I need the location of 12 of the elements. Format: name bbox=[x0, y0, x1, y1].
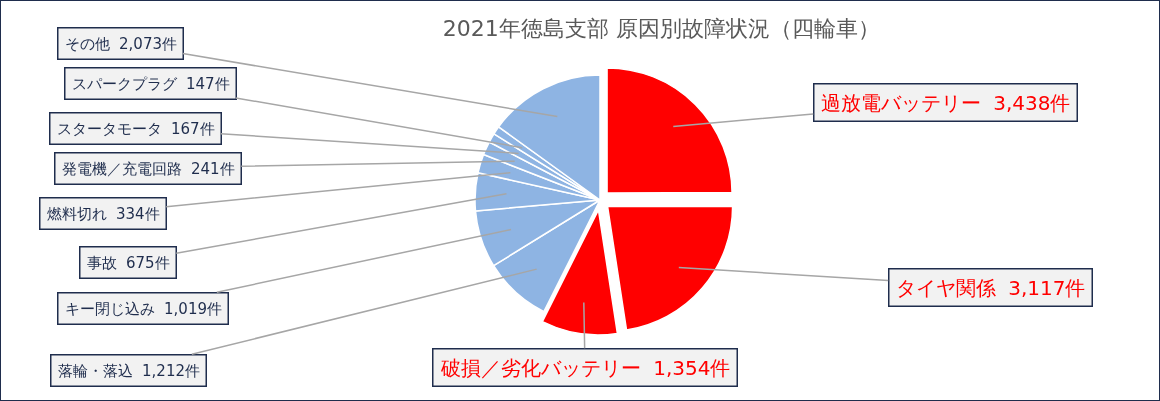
slice-label: キー閉じ込み 1,019件 bbox=[64, 299, 222, 318]
slice-label: タイヤ関係 3,117件 bbox=[895, 275, 1086, 300]
slice-label: スタータモータ 167件 bbox=[56, 119, 215, 138]
slice-label: 落輪・落込 1,212件 bbox=[57, 361, 200, 380]
chart-title: 2021年徳島支部 原因別故障状況（四輪車） bbox=[442, 15, 880, 41]
slice-label: 事故 675件 bbox=[86, 253, 170, 272]
slice-label: その他 2,073件 bbox=[64, 34, 177, 53]
slice-label: 燃料切れ 334件 bbox=[46, 204, 160, 223]
slice-label: 破損／劣化バッテリー 1,354件 bbox=[439, 355, 731, 380]
slice-label: 発電機／充電回路 241件 bbox=[61, 159, 235, 178]
slice-label: スパークプラグ 147件 bbox=[71, 74, 230, 93]
slice-label: 過放電バッテリー 3,438件 bbox=[820, 90, 1071, 115]
